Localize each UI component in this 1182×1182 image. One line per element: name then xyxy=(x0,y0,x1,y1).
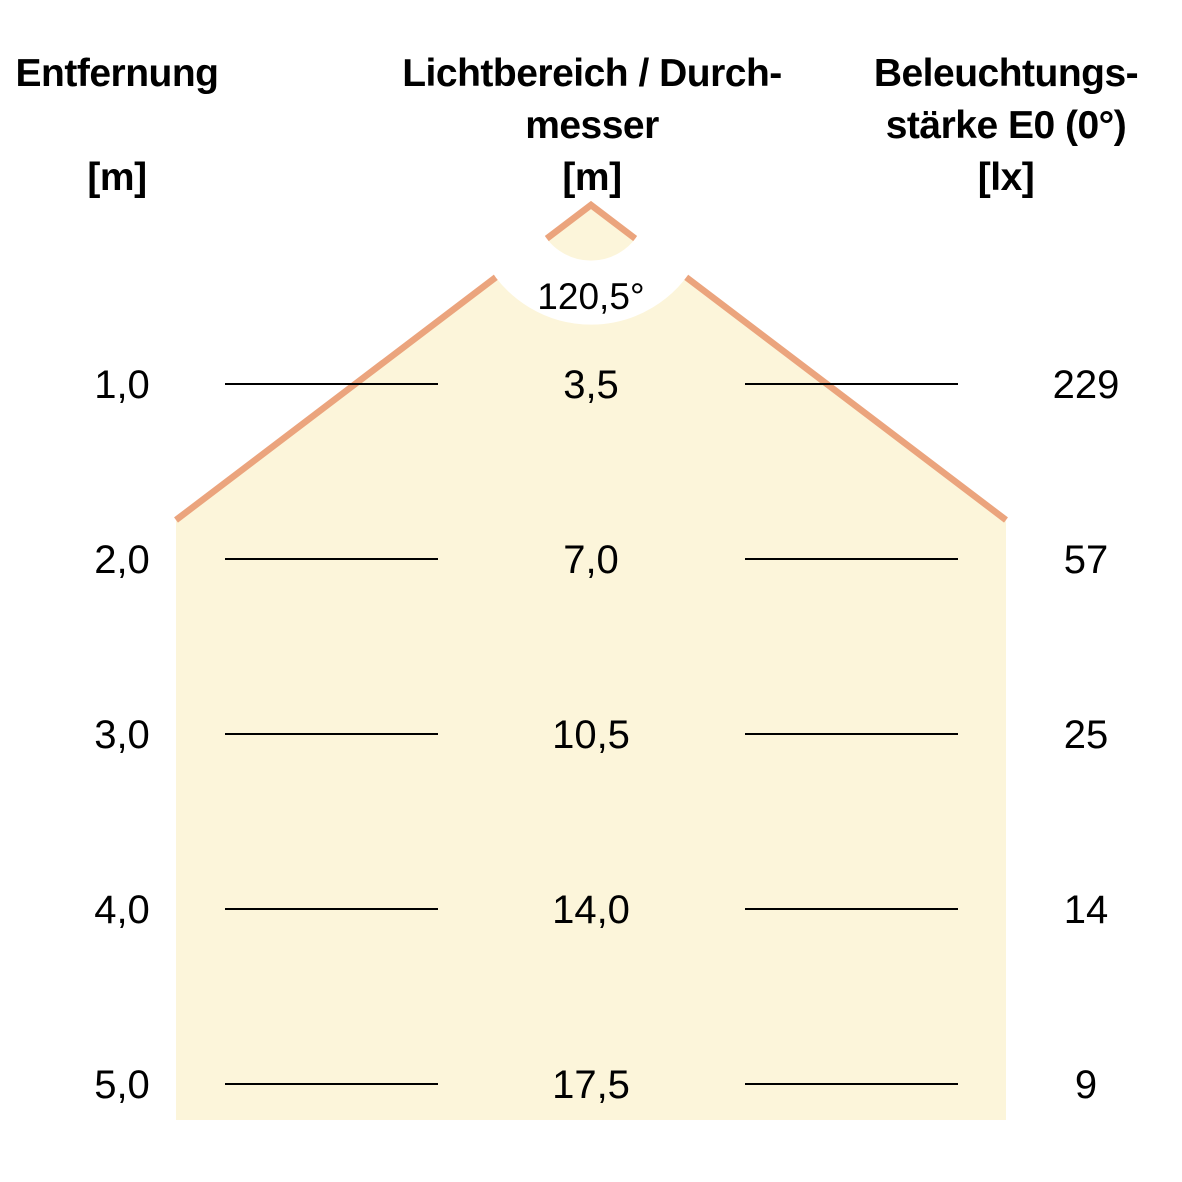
beam-edge-lines xyxy=(174,200,1008,523)
header-illuminance: Beleuchtungs- stärke E0 (0°) [lx] xyxy=(873,48,1139,204)
header-distance-unit: [m] xyxy=(87,156,147,199)
table-row: 4,0 14,0 14 xyxy=(0,884,1182,936)
right-connector-line xyxy=(745,1083,958,1085)
right-connector-line xyxy=(745,908,958,910)
header-diameter-line1: Lichtbereich / Durch- xyxy=(402,52,782,95)
header-illuminance-line2: stärke E0 (0°) xyxy=(885,104,1127,147)
right-connector-line xyxy=(745,558,958,560)
table-row: 2,0 7,0 57 xyxy=(0,534,1182,586)
illuminance-value: 57 xyxy=(1063,538,1109,582)
header-illuminance-unit: [lx] xyxy=(977,156,1035,199)
left-connector-line xyxy=(225,733,438,735)
left-connector-line xyxy=(225,383,438,385)
light-cone-fill-shape xyxy=(176,205,1006,1120)
illuminance-value: 14 xyxy=(1063,888,1109,932)
diameter-value: 3,5 xyxy=(563,363,619,407)
distance-value: 2,0 xyxy=(94,538,150,582)
diameter-value: 10,5 xyxy=(552,713,630,757)
left-connector-line xyxy=(225,908,438,910)
left-connector-line xyxy=(225,1083,438,1085)
table-row: 5,0 17,5 9 xyxy=(0,1059,1182,1111)
header-diameter-unit: [m] xyxy=(562,156,622,199)
header-diameter-line2: messer xyxy=(525,104,659,147)
beam-angle-label: 120,5° xyxy=(537,276,645,317)
diameter-value: 14,0 xyxy=(552,888,630,932)
right-connector-line xyxy=(745,383,958,385)
left-connector-line xyxy=(225,558,438,560)
table-row: 1,0 3,5 229 xyxy=(0,359,1182,411)
header-distance: Entfernung [m] xyxy=(16,48,219,204)
right-connector-line xyxy=(745,733,958,735)
header-diameter: Lichtbereich / Durch- messer [m] xyxy=(402,48,782,204)
distance-value: 1,0 xyxy=(94,363,150,407)
illuminance-value: 9 xyxy=(1074,1063,1098,1107)
diameter-value: 7,0 xyxy=(563,538,619,582)
header-distance-line1: Entfernung xyxy=(15,52,219,95)
table-row: 3,0 10,5 25 xyxy=(0,709,1182,761)
distance-value: 4,0 xyxy=(94,888,150,932)
header-illuminance-line1: Beleuchtungs- xyxy=(873,52,1139,95)
distance-value: 3,0 xyxy=(94,713,150,757)
diameter-value: 17,5 xyxy=(552,1063,630,1107)
distance-value: 5,0 xyxy=(94,1063,150,1107)
beam-angle-arc-band xyxy=(485,230,697,325)
header-distance-line2 xyxy=(16,100,219,152)
illuminance-value: 25 xyxy=(1063,713,1109,757)
illuminance-value: 229 xyxy=(1052,363,1120,407)
